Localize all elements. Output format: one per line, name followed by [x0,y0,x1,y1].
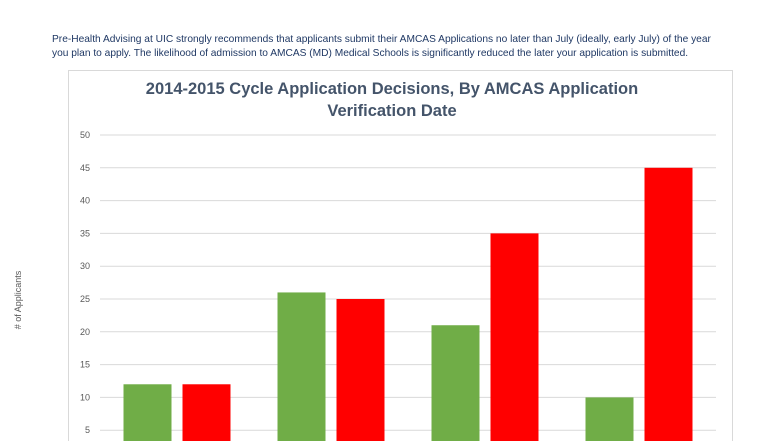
y-tick-label: 40 [80,196,90,206]
chart-area [68,70,733,441]
y-tick-label: 35 [80,228,90,238]
intro-line-1: Pre-Health Advising at UIC strongly reco… [52,34,711,45]
bar-series-2-group-3 [490,233,539,441]
chart-title-line-2: Verification Date [327,102,457,120]
bar-series-1-group-4 [585,397,634,441]
bar-series-2-group-4 [644,167,693,441]
y-tick-label: 25 [80,294,90,304]
y-tick-label: 45 [80,163,90,173]
intro-line-2: you plan to apply. The likelihood of adm… [52,48,689,59]
bar-series-1-group-1 [123,384,172,441]
y-tick-label: 15 [80,360,90,370]
bar-series-1-group-2 [277,292,326,441]
intro-text: Pre-Health Advising at UIC strongly reco… [52,33,742,61]
bar-series-2-group-2 [336,299,385,441]
y-tick-label: 50 [80,130,90,140]
bar-series-2-group-1 [182,384,231,441]
y-tick-label: 30 [80,261,90,271]
y-tick-label: 10 [80,392,90,402]
y-tick-label: 5 [85,425,90,435]
chart-title-line-1: 2014-2015 Cycle Application Decisions, B… [145,80,639,98]
y-tick-label: 20 [80,327,90,337]
chart-title: 2014-2015 Cycle Application Decisions, B… [68,78,716,122]
bar-series-1-group-3 [431,325,480,441]
